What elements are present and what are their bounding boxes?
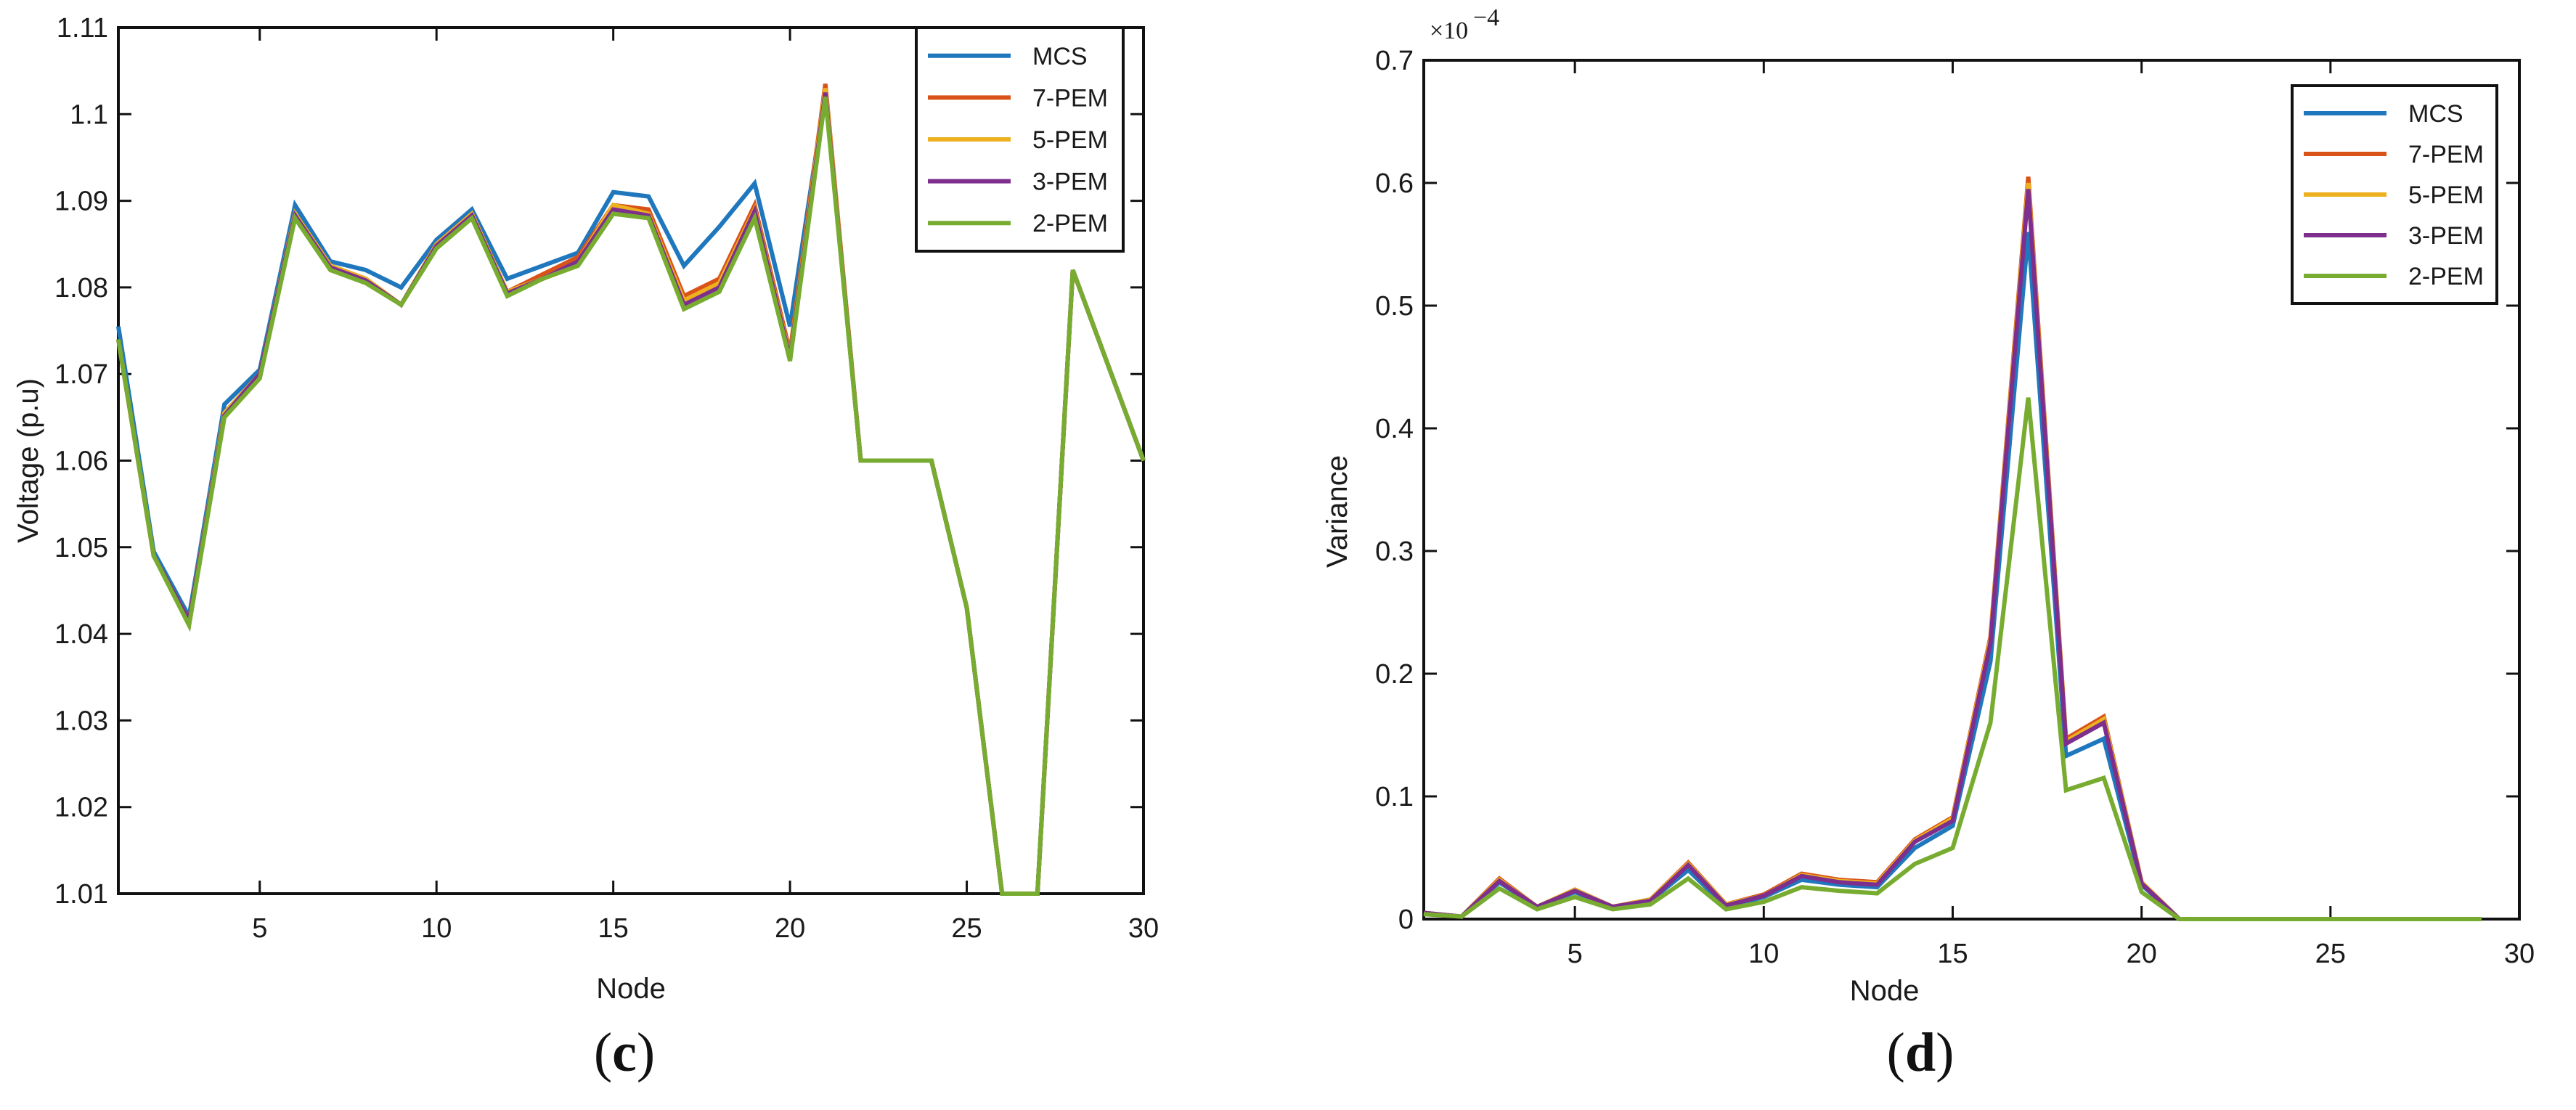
x-tick-label: 30 bbox=[1128, 913, 1159, 944]
x-tick-label: 30 bbox=[2504, 939, 2535, 969]
x-tick-label: 5 bbox=[252, 913, 267, 944]
chart-c-voltage: 5 10 15 20 25 30 1.01 1.02 1.03 1.04 1.05 1.06 1.07 1… bbox=[12, 13, 1159, 1083]
chart-d-variance: 5 10 15 20 25 30 0 0.1 0.2 0.3 0.4 0.5 0.6 0.7 Node Var… bbox=[1321, 4, 2535, 1083]
y-tick-label: 1.02 bbox=[54, 793, 108, 823]
y-tick-label: 1.06 bbox=[54, 446, 108, 477]
legend-label-2-pem: 2-PEM bbox=[2408, 263, 2484, 290]
series-line-2-pem bbox=[116, 97, 1146, 896]
series-line-2-pem bbox=[1423, 397, 2482, 921]
legend-label-mcs: MCS bbox=[2408, 100, 2463, 128]
legend-label-3-pem: 3-PEM bbox=[1032, 168, 1108, 196]
x-tick-label: 15 bbox=[598, 913, 629, 944]
x-tick-label: 15 bbox=[1937, 939, 1968, 969]
y-tick-label: 0.5 bbox=[1375, 291, 1414, 322]
legend-label-7-pem: 7-PEM bbox=[2408, 141, 2484, 168]
legend-label-5-pem: 5-PEM bbox=[2408, 181, 2484, 209]
y-tick-label: 0 bbox=[1398, 905, 1414, 935]
x-tick-label: 20 bbox=[775, 913, 805, 944]
y-tick-label: 0.2 bbox=[1375, 659, 1414, 690]
y-tick-label: 0.3 bbox=[1375, 536, 1414, 567]
y-tick-label: 1.08 bbox=[54, 273, 108, 303]
x-axis-label: Node bbox=[596, 973, 666, 1005]
legend-label-5-pem: 5-PEM bbox=[1032, 126, 1108, 154]
legend-label-7-pem: 7-PEM bbox=[1032, 84, 1108, 112]
panel-caption: (c) bbox=[594, 1022, 655, 1083]
x-tick-label: 10 bbox=[421, 913, 452, 944]
x-tick-label: 25 bbox=[951, 913, 982, 944]
y-axis-label: Variance bbox=[1321, 455, 1353, 568]
y-tick-label: 1.09 bbox=[54, 187, 108, 217]
y-tick-label: 1.1 bbox=[70, 99, 108, 130]
legend-label-mcs: MCS bbox=[1032, 43, 1088, 70]
legend-label-3-pem: 3-PEM bbox=[2408, 222, 2484, 250]
y-tick-label: 0.7 bbox=[1375, 46, 1414, 76]
y-tick-label: 1.11 bbox=[57, 13, 108, 44]
x-tick-label: 5 bbox=[1568, 939, 1583, 969]
legend-label-2-pem: 2-PEM bbox=[1032, 210, 1108, 237]
y-tick-label: 1.01 bbox=[54, 879, 108, 910]
panel-caption: (d) bbox=[1887, 1022, 1955, 1083]
x-tick-label: 25 bbox=[2315, 939, 2346, 969]
y-tick-label: 1.07 bbox=[54, 359, 108, 390]
y-scale-factor: ×10 bbox=[1430, 17, 1468, 44]
y-tick-label: 1.04 bbox=[54, 619, 108, 650]
y-tick-label: 1.03 bbox=[54, 706, 108, 736]
x-axis-label: Node bbox=[1850, 975, 1920, 1007]
x-tick-label: 10 bbox=[1748, 939, 1779, 969]
y-tick-label: 1.05 bbox=[54, 533, 108, 563]
x-tick-label: 20 bbox=[2127, 939, 2157, 969]
y-axis-label: Voltage (p.u) bbox=[12, 378, 44, 543]
y-tick-label: 0.4 bbox=[1375, 414, 1414, 444]
y-tick-label: 0.6 bbox=[1375, 168, 1414, 199]
y-scale-exponent: −4 bbox=[1473, 4, 1499, 31]
y-tick-label: 0.1 bbox=[1375, 782, 1414, 812]
